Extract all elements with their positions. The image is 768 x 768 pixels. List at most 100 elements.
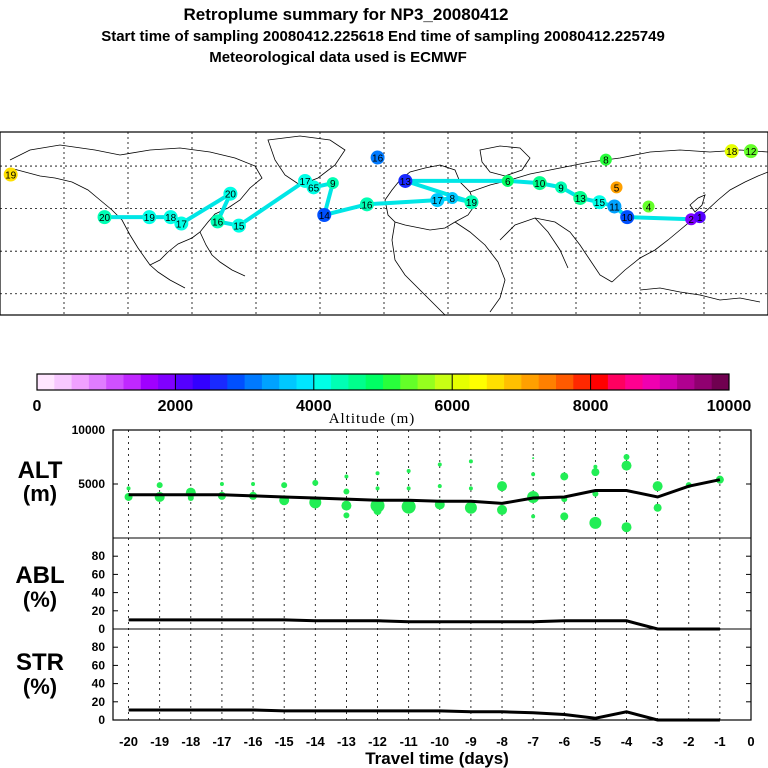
map-marker: 9 — [326, 177, 339, 190]
map-marker-label: 19 — [5, 171, 17, 182]
map-marker-dot — [607, 199, 622, 214]
map-marker: 1 — [693, 211, 706, 224]
alt-point — [341, 500, 352, 511]
map-marker-dot — [430, 193, 445, 208]
colorbar-cell — [54, 374, 73, 390]
alt-point — [373, 507, 382, 515]
alt-point — [621, 460, 632, 471]
colorbar-cell — [486, 374, 505, 390]
x-tick-label: -7 — [527, 734, 539, 749]
map-marker-dot — [599, 153, 612, 166]
alt-point — [251, 482, 256, 486]
colorbar-cell — [538, 374, 557, 390]
map-marker-dot — [610, 181, 623, 194]
colorbar-cell — [210, 374, 228, 390]
map-marker-dot — [398, 173, 413, 188]
colorbar-cell — [677, 374, 695, 390]
map-marker-label: 18 — [165, 213, 177, 224]
map-marker-dot — [555, 181, 568, 194]
map-marker-label: 8 — [603, 156, 609, 167]
title-line-1: Retroplume summary for NP3_20080412 — [183, 5, 508, 24]
colorbar-cell — [123, 374, 142, 390]
map-marker: 14 — [317, 207, 332, 222]
alt-unit: (m) — [23, 481, 57, 506]
x-tick-label: -11 — [400, 734, 418, 749]
map-marker-dot — [317, 207, 332, 222]
colorbar-cell — [711, 374, 730, 390]
x-tick-label: -20 — [119, 734, 138, 749]
map-marker: 15 — [592, 195, 607, 210]
map-marker: 8 — [446, 191, 459, 205]
title-line-2: Start time of sampling 20080412.225618 E… — [101, 28, 665, 45]
panel-vertical-gridlines — [128, 430, 721, 720]
alt-point — [468, 459, 473, 464]
x-tick-label: -15 — [275, 734, 294, 749]
x-tick-label: -19 — [150, 734, 169, 749]
map-marker-dot — [174, 216, 189, 231]
alt-point — [375, 471, 380, 476]
colorbar-cell — [590, 374, 609, 390]
map-marker-label: 9 — [330, 179, 336, 190]
colorbar-cell — [434, 374, 453, 390]
map-marker-label: 8 — [449, 194, 455, 205]
colorbar-cell — [192, 374, 211, 390]
alt-y-tick-label: 5000 — [78, 477, 105, 491]
str-y-tick-label: 20 — [92, 695, 106, 709]
map-marker: 15 — [231, 218, 246, 233]
map-marker-label: 18 — [726, 147, 738, 158]
map-marker: 10 — [532, 176, 547, 191]
colorbar-cell — [504, 374, 522, 390]
str-y-tick-label: 40 — [92, 677, 106, 691]
map-marker: 19 — [3, 167, 18, 182]
colorbar-cells — [37, 374, 730, 390]
map-marker: 5 — [610, 181, 623, 194]
str-label: STR — [16, 649, 64, 676]
map-marker-label: 17 — [176, 220, 188, 231]
x-tick-label: 0 — [747, 734, 754, 749]
alt-point — [532, 457, 535, 460]
x-tick-label: -3 — [652, 734, 664, 749]
abl-series-line — [128, 618, 720, 631]
alt-point — [343, 488, 350, 495]
alt-point — [437, 484, 442, 489]
str-y-tick-label: 80 — [92, 640, 106, 654]
map-marker-label: 1 — [697, 213, 703, 224]
map-marker: 4 — [642, 200, 655, 213]
map-marker: 16 — [370, 150, 385, 165]
colorbar-cell — [383, 374, 401, 390]
map-marker-label: 6 — [505, 177, 511, 188]
map-marker-label: 13 — [575, 194, 587, 205]
colorbar-cell — [313, 374, 332, 390]
map-marker-label: 13 — [400, 177, 412, 188]
abl-label: ABL — [15, 562, 64, 589]
abl-unit: (%) — [23, 587, 57, 612]
x-tick-label: -4 — [621, 734, 633, 749]
colorbar-tick-label: 4000 — [296, 398, 332, 415]
map-marker-label: 16 — [372, 154, 384, 165]
map-marker-dot — [573, 190, 588, 205]
alt-point — [187, 495, 194, 502]
alt-point — [344, 474, 349, 479]
abl-y-tick-label: 0 — [98, 622, 105, 636]
x-tick-label: -9 — [465, 734, 477, 749]
x-axis-tick-labels: -20 -19 -18 -17 -16 -15 -14 -13 -12 -11 -10 -9 -8 -7-… — [119, 734, 754, 749]
x-tick-label: -10 — [430, 734, 449, 749]
alt-point — [497, 481, 508, 492]
x-tick-label: -14 — [306, 734, 326, 749]
map-marker: 8 — [599, 153, 612, 167]
alt-point — [497, 504, 508, 515]
x-tick-label: -1 — [714, 734, 726, 749]
map-marker: 10 — [620, 210, 635, 225]
map-marker-dot — [642, 200, 655, 213]
map-marker-label: 20 — [99, 213, 111, 224]
map-marker: 13 — [398, 173, 413, 188]
alt-point — [281, 482, 288, 489]
colorbar-label: Altitude (m) — [329, 411, 416, 427]
alt-point — [375, 486, 380, 491]
colorbar-cell — [694, 374, 713, 390]
colorbar-cell — [296, 374, 315, 390]
colorbar-cell — [417, 374, 436, 390]
colorbar-cell — [106, 374, 124, 390]
alt-point — [156, 482, 163, 489]
